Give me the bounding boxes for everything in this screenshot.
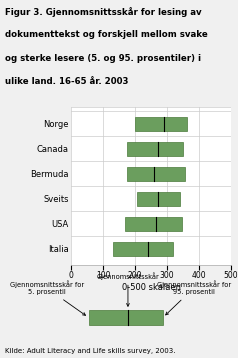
Bar — [125, 217, 182, 231]
X-axis label: 0-500 skalaen: 0-500 skalaen — [122, 283, 181, 292]
Text: Gjennomsnittsskår for
5. prosentil: Gjennomsnittsskår for 5. prosentil — [10, 281, 85, 315]
Text: Gjennomsnittsskår: Gjennomsnittsskår — [97, 272, 159, 306]
Text: dokumenttekst og forskjell mellom svake: dokumenttekst og forskjell mellom svake — [5, 30, 208, 39]
Bar — [135, 117, 187, 131]
Text: Kilde: Adult Literacy and Life skills survey, 2003.: Kilde: Adult Literacy and Life skills su… — [5, 348, 175, 354]
Bar — [113, 242, 174, 256]
Text: Figur 3. Gjennomsnittsskår for lesing av: Figur 3. Gjennomsnittsskår for lesing av — [5, 7, 201, 17]
Bar — [137, 192, 180, 205]
Bar — [127, 142, 183, 155]
Bar — [127, 167, 185, 180]
Bar — [89, 310, 163, 325]
Text: ulike land. 16-65 år. 2003: ulike land. 16-65 år. 2003 — [5, 77, 128, 86]
Text: og sterke lesere (5. og 95. prosentiler) i: og sterke lesere (5. og 95. prosentiler)… — [5, 54, 201, 63]
Text: Gjennomsnittsskår for
95. prosentil: Gjennomsnittsskår for 95. prosentil — [157, 281, 231, 315]
